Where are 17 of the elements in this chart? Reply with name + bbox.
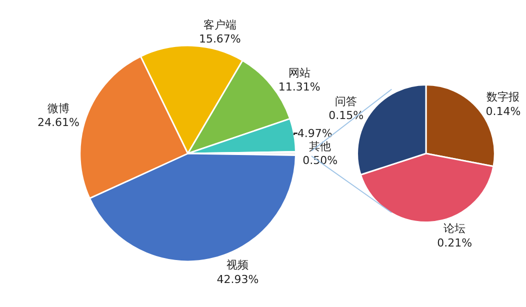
slice-label: 数字报	[486, 90, 520, 104]
data-label: 42.93%	[216, 272, 259, 286]
slice-label: 其他	[309, 140, 332, 153]
data-label: 0.15%	[328, 109, 364, 122]
slice-label: 微博	[47, 102, 70, 115]
data-label: 0.21%	[437, 236, 472, 250]
slice-label: 视频	[226, 258, 249, 272]
data-label: 4.97%	[297, 126, 332, 140]
slice-label: 网站	[288, 66, 310, 80]
data-label: 11.31%	[278, 80, 320, 94]
slice-label: 论坛	[444, 222, 466, 236]
slice-label: 客户端	[203, 18, 236, 32]
slice-label: 问答	[335, 94, 358, 108]
data-label: 0.50%	[302, 154, 338, 168]
data-label: 15.67%	[198, 32, 241, 46]
data-label: 24.61%	[37, 116, 80, 130]
data-label: 0.14%	[486, 104, 521, 118]
